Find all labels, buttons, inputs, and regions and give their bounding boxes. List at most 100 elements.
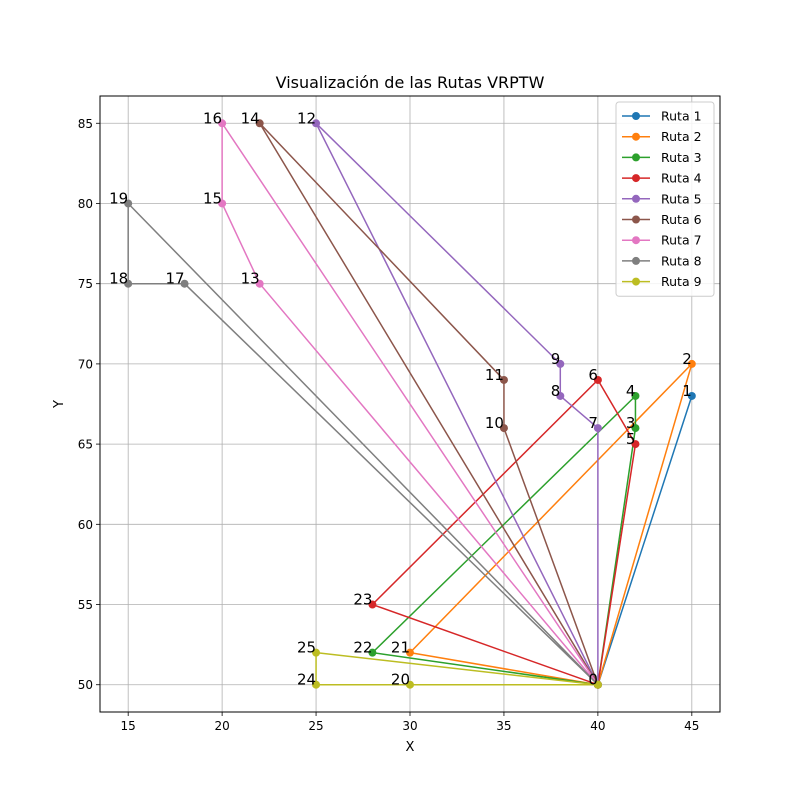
y-tick-label: 85 [78,117,93,131]
legend-item: Ruta 6 [622,212,702,227]
route-line [315,122,599,686]
route-point [218,119,227,128]
x-tick-label: 45 [684,719,699,733]
node-label: 5 [626,430,636,448]
route-point [593,375,602,384]
legend-label: Ruta 2 [661,129,702,144]
legend-item: Ruta 8 [622,253,702,268]
y-tick-label: 55 [78,598,93,612]
grid [100,96,720,712]
node-label: 23 [353,591,372,609]
route-point [556,359,565,368]
route-point [406,648,414,657]
x-tick-label: 20 [214,719,229,733]
route-point [312,648,321,657]
legend-swatch-marker [632,194,640,203]
node-label: 4 [626,382,636,400]
node-label: 14 [241,109,260,127]
legend-swatch-marker [632,215,640,224]
node-label: 10 [485,414,504,432]
route-point [499,375,508,384]
route-point [368,648,377,657]
legend-item: Ruta 3 [622,150,702,165]
node-label: 6 [588,366,598,384]
node-label: 11 [485,366,504,384]
route-point [631,424,640,433]
legend-item: Ruta 5 [622,191,702,206]
x-tick-label: 30 [402,719,417,733]
legend-item: Ruta 1 [622,109,702,124]
route-point [556,391,565,400]
legend-label: Ruta 1 [661,109,702,124]
node-label: 22 [353,639,372,657]
node-label: 1 [682,382,692,400]
legend-label: Ruta 7 [661,233,702,248]
legend-label: Ruta 6 [661,212,702,227]
route-point [180,279,189,288]
y-tick-label: 50 [78,678,93,692]
legend-item: Ruta 2 [622,129,702,144]
node-labels: 0123456789101112131415161718192021222324… [109,109,692,688]
x-tick-label: 40 [590,719,605,733]
node-label: 3 [626,414,636,432]
node-label: 0 [588,671,598,689]
route-point [687,391,696,400]
legend-label: Ruta 3 [661,150,702,165]
node-label: 25 [297,639,316,657]
node-label: 8 [551,382,561,400]
node-label: 21 [391,639,410,657]
y-tick-label: 65 [78,438,93,452]
route-point [406,680,414,689]
legend: Ruta 1 Ruta 2 Ruta 3 Ruta 4 Ruta 5 Ruta 6 Ruta… [615,101,715,297]
legend-swatch-marker [632,236,640,245]
legend-swatch-marker [632,174,640,183]
x-tick-label: 35 [496,719,511,733]
route-series [312,648,602,689]
route-point [499,424,508,433]
legend-label: Ruta 8 [661,253,702,268]
route-point [631,440,640,449]
route-point [312,119,321,128]
node-label: 13 [241,270,260,288]
legend-item: Ruta 4 [622,171,702,186]
y-tick-label: 80 [78,197,93,211]
legend-swatch-marker [632,277,640,286]
chart-title: Visualización de las Rutas VRPTW [276,73,545,92]
route-point [312,680,321,689]
route-point [631,391,640,400]
route-point [255,119,264,128]
y-axis-label: Y [52,400,67,409]
node-label: 9 [551,350,561,368]
route-line [409,363,693,686]
y-tick-label: 70 [78,357,93,371]
legend-label: Ruta 5 [661,191,702,206]
node-label: 15 [203,189,222,207]
legend-box [615,101,715,297]
legend-item: Ruta 7 [622,233,702,248]
route-point [368,600,377,609]
legend-item: Ruta 9 [622,274,702,289]
node-label: 20 [391,671,410,689]
legend-label: Ruta 4 [661,171,702,186]
legend-swatch-marker [632,112,640,120]
node-label: 18 [109,270,128,288]
x-tick-label: 25 [308,719,323,733]
node-label: 24 [297,671,316,689]
route-point [593,424,602,433]
legend-swatch-marker [632,256,640,265]
x-axis-label: X [406,740,415,755]
y-tick-label: 60 [78,518,93,532]
route-point [218,199,227,208]
route-point [124,199,133,208]
route-point [687,359,696,368]
node-label: 19 [109,189,128,207]
route-point [593,680,602,689]
legend-swatch-marker [632,153,640,162]
routes [124,119,696,689]
node-label: 12 [297,109,316,127]
route-point [255,279,264,288]
node-label: 17 [165,270,184,288]
